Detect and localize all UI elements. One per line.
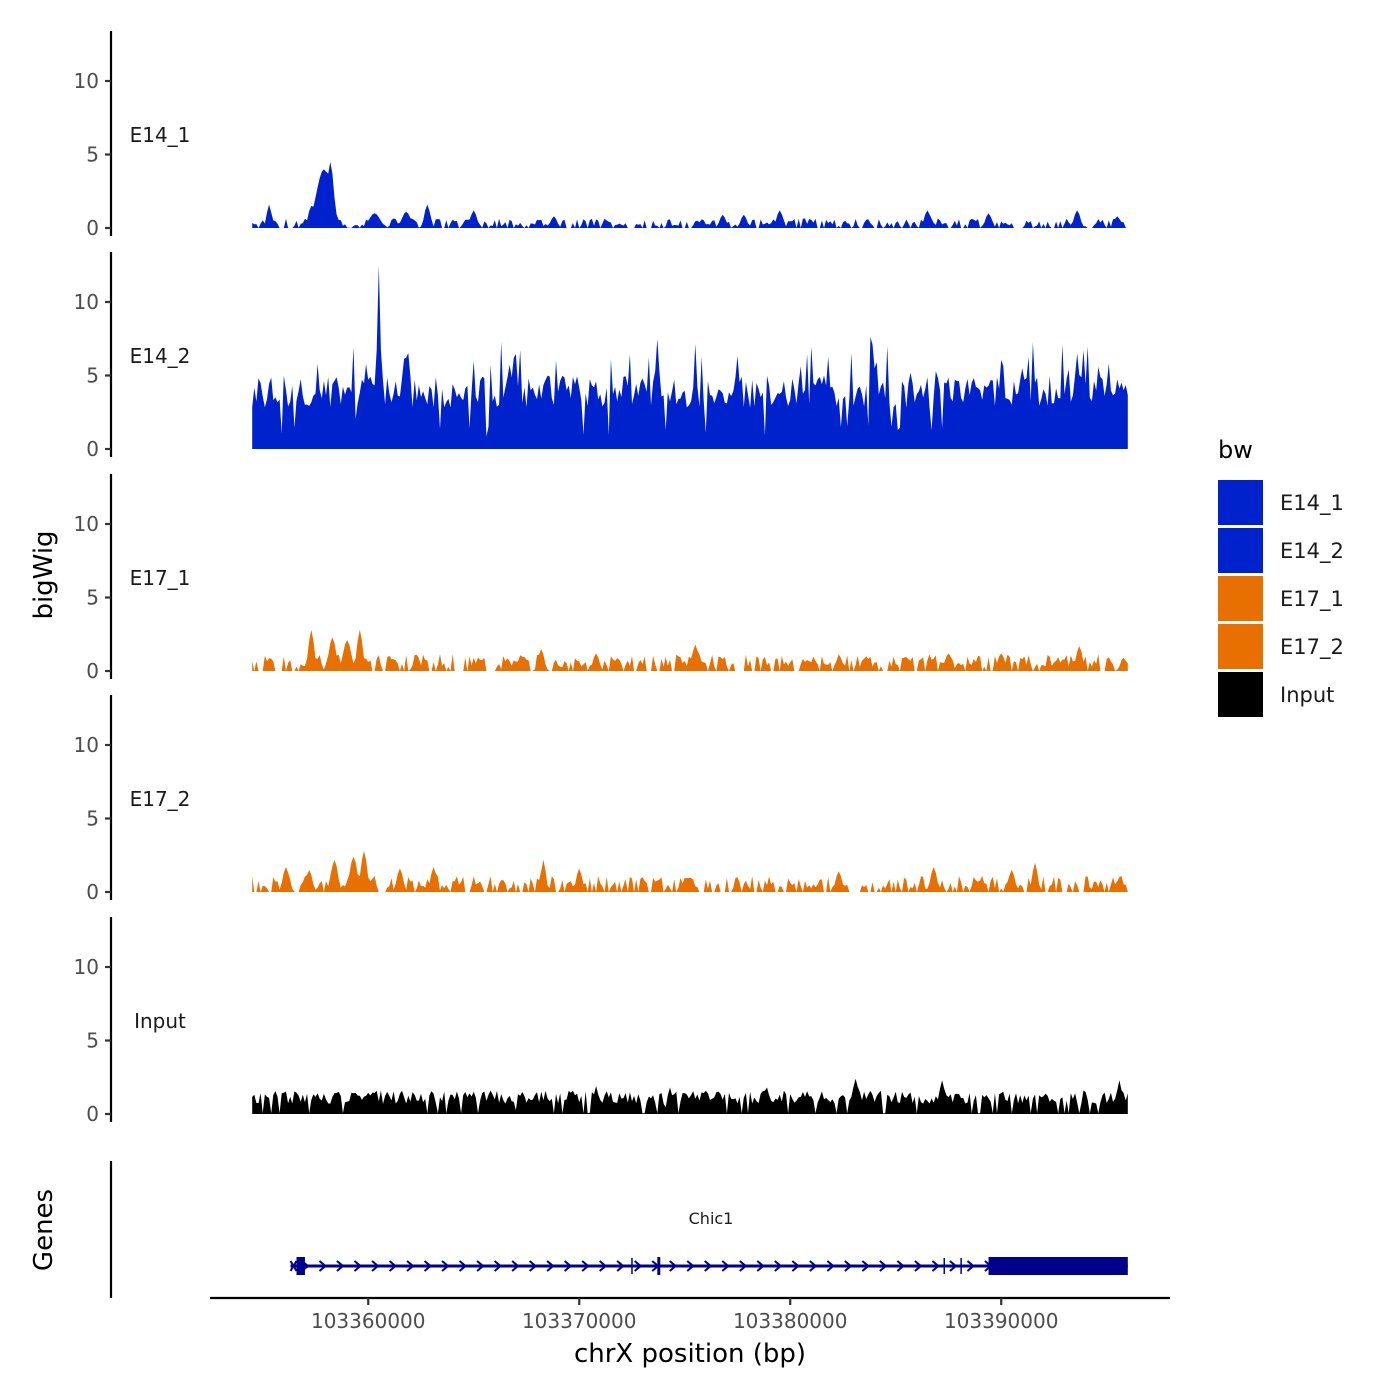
strand-arrow bbox=[966, 1260, 975, 1272]
strand-arrow bbox=[563, 1260, 573, 1272]
strand-arrow bbox=[791, 1260, 800, 1272]
x-tick-label: 103380000 bbox=[733, 1309, 848, 1333]
strand-arrow bbox=[634, 1260, 643, 1272]
strand-arrow bbox=[546, 1260, 555, 1272]
strand-arrow bbox=[861, 1260, 870, 1272]
strand-arrow bbox=[844, 1260, 853, 1272]
genes-axis-title: Genes bbox=[29, 1189, 59, 1271]
strand-arrow bbox=[511, 1260, 520, 1272]
strand-arrow bbox=[318, 1260, 328, 1272]
track-panel-e14-1: 0 5 10 E14_1 bbox=[74, 31, 1128, 240]
track-panels: 0 5 10 E14_1 0 5 10 E14_2 0 5 10 E17_1 0 5 10 E17_2 0 5 10… bbox=[74, 31, 1128, 1126]
gene-panel: Chic1 bbox=[109, 1161, 1128, 1298]
strand-arrow bbox=[686, 1260, 695, 1272]
strand-arrow bbox=[774, 1260, 783, 1272]
strand-arrow bbox=[581, 1260, 590, 1272]
strand-arrow bbox=[388, 1260, 398, 1272]
strand-arrow bbox=[493, 1260, 503, 1272]
strand-arrow bbox=[704, 1260, 713, 1272]
y-tick-label: 10 bbox=[74, 69, 99, 93]
y-tick-label: 10 bbox=[74, 290, 99, 314]
y-tick-label: 10 bbox=[74, 733, 99, 757]
x-tick-label: 103360000 bbox=[311, 1309, 426, 1333]
track-label: E14_2 bbox=[130, 344, 191, 368]
strand-arrow bbox=[931, 1260, 940, 1272]
x-tick-label: 103370000 bbox=[522, 1309, 637, 1333]
track-panel-e14-2: 0 5 10 E14_2 bbox=[74, 252, 1128, 461]
track-panel-input: 0 5 10 Input bbox=[74, 917, 1128, 1126]
exon-block bbox=[988, 1257, 1128, 1275]
legend-swatch bbox=[1218, 624, 1263, 669]
signal-area-e14-1 bbox=[252, 161, 1128, 228]
strand-arrow bbox=[458, 1260, 468, 1272]
signal-area-e17-1 bbox=[252, 629, 1128, 671]
legend-label: Input bbox=[1280, 683, 1334, 707]
track-panel-e17-1: 0 5 10 E17_1 bbox=[74, 474, 1128, 683]
signal-area-e17-2 bbox=[252, 850, 1128, 892]
legend-label: E14_2 bbox=[1280, 539, 1344, 564]
strand-arrow bbox=[371, 1260, 380, 1272]
y-tick-label: 5 bbox=[86, 586, 99, 610]
x-axis-title: chrX position (bp) bbox=[574, 1339, 806, 1369]
legend-swatch bbox=[1218, 528, 1263, 573]
strand-arrow bbox=[406, 1260, 415, 1272]
legend-title: bw bbox=[1218, 436, 1253, 464]
y-tick-label: 0 bbox=[86, 880, 99, 904]
legend-swatch bbox=[1218, 576, 1263, 621]
strand-arrow bbox=[756, 1260, 765, 1272]
strand-arrow bbox=[336, 1260, 345, 1272]
y-tick-label: 10 bbox=[74, 512, 99, 536]
strand-arrow bbox=[949, 1260, 958, 1272]
gene-label-chic1: Chic1 bbox=[689, 1209, 734, 1228]
legend-label: E14_1 bbox=[1280, 491, 1344, 516]
y-tick-label: 5 bbox=[86, 807, 99, 831]
strand-arrow bbox=[599, 1260, 608, 1272]
strand-arrow bbox=[669, 1260, 678, 1272]
track-label: Input bbox=[134, 1009, 186, 1033]
gene-track bbox=[289, 1257, 1128, 1275]
y-tick-label: 5 bbox=[86, 143, 99, 167]
strand-arrow bbox=[616, 1260, 625, 1272]
y-tick-label: 10 bbox=[74, 955, 99, 979]
y-tick-label: 0 bbox=[86, 1102, 99, 1126]
strand-arrow bbox=[423, 1260, 433, 1272]
gene-start-mark bbox=[289, 1260, 298, 1272]
strand-arrow bbox=[476, 1260, 485, 1272]
y-tick-label: 5 bbox=[86, 364, 99, 388]
strand-arrow bbox=[739, 1260, 748, 1272]
track-label: E14_1 bbox=[130, 123, 191, 147]
strand-arrow bbox=[528, 1260, 538, 1272]
y-axis-title: bigWig bbox=[29, 530, 59, 619]
x-tick-label: 103390000 bbox=[944, 1309, 1059, 1333]
exon-block bbox=[657, 1257, 661, 1275]
strand-arrow bbox=[896, 1260, 905, 1272]
legend-label: E17_1 bbox=[1280, 587, 1344, 612]
y-tick-label: 5 bbox=[86, 1029, 99, 1053]
x-axis: 103360000 103370000 103380000 103390000 bbox=[210, 1296, 1170, 1333]
strand-arrow bbox=[826, 1260, 835, 1272]
signal-area-input bbox=[252, 1078, 1128, 1114]
legend-label: E17_2 bbox=[1280, 635, 1344, 660]
strand-arrow bbox=[353, 1260, 363, 1272]
strand-arrow bbox=[809, 1260, 818, 1272]
strand-arrow bbox=[914, 1260, 923, 1272]
legend: bw E14_1 E14_2 E17_1 E17_2 Input bbox=[1218, 436, 1344, 717]
strand-arrow bbox=[879, 1260, 888, 1272]
legend-swatch bbox=[1218, 672, 1263, 717]
y-tick-label: 0 bbox=[86, 216, 99, 240]
track-label: E17_2 bbox=[130, 787, 191, 811]
strand-arrow bbox=[721, 1260, 730, 1272]
y-tick-label: 0 bbox=[86, 437, 99, 461]
legend-swatch bbox=[1218, 480, 1263, 525]
signal-area-e14-2 bbox=[252, 265, 1128, 449]
y-tick-label: 0 bbox=[86, 659, 99, 683]
track-panel-e17-2: 0 5 10 E17_2 bbox=[74, 695, 1128, 904]
strand-arrow bbox=[441, 1260, 450, 1272]
exon-block bbox=[296, 1257, 305, 1275]
track-label: E17_1 bbox=[130, 566, 191, 590]
